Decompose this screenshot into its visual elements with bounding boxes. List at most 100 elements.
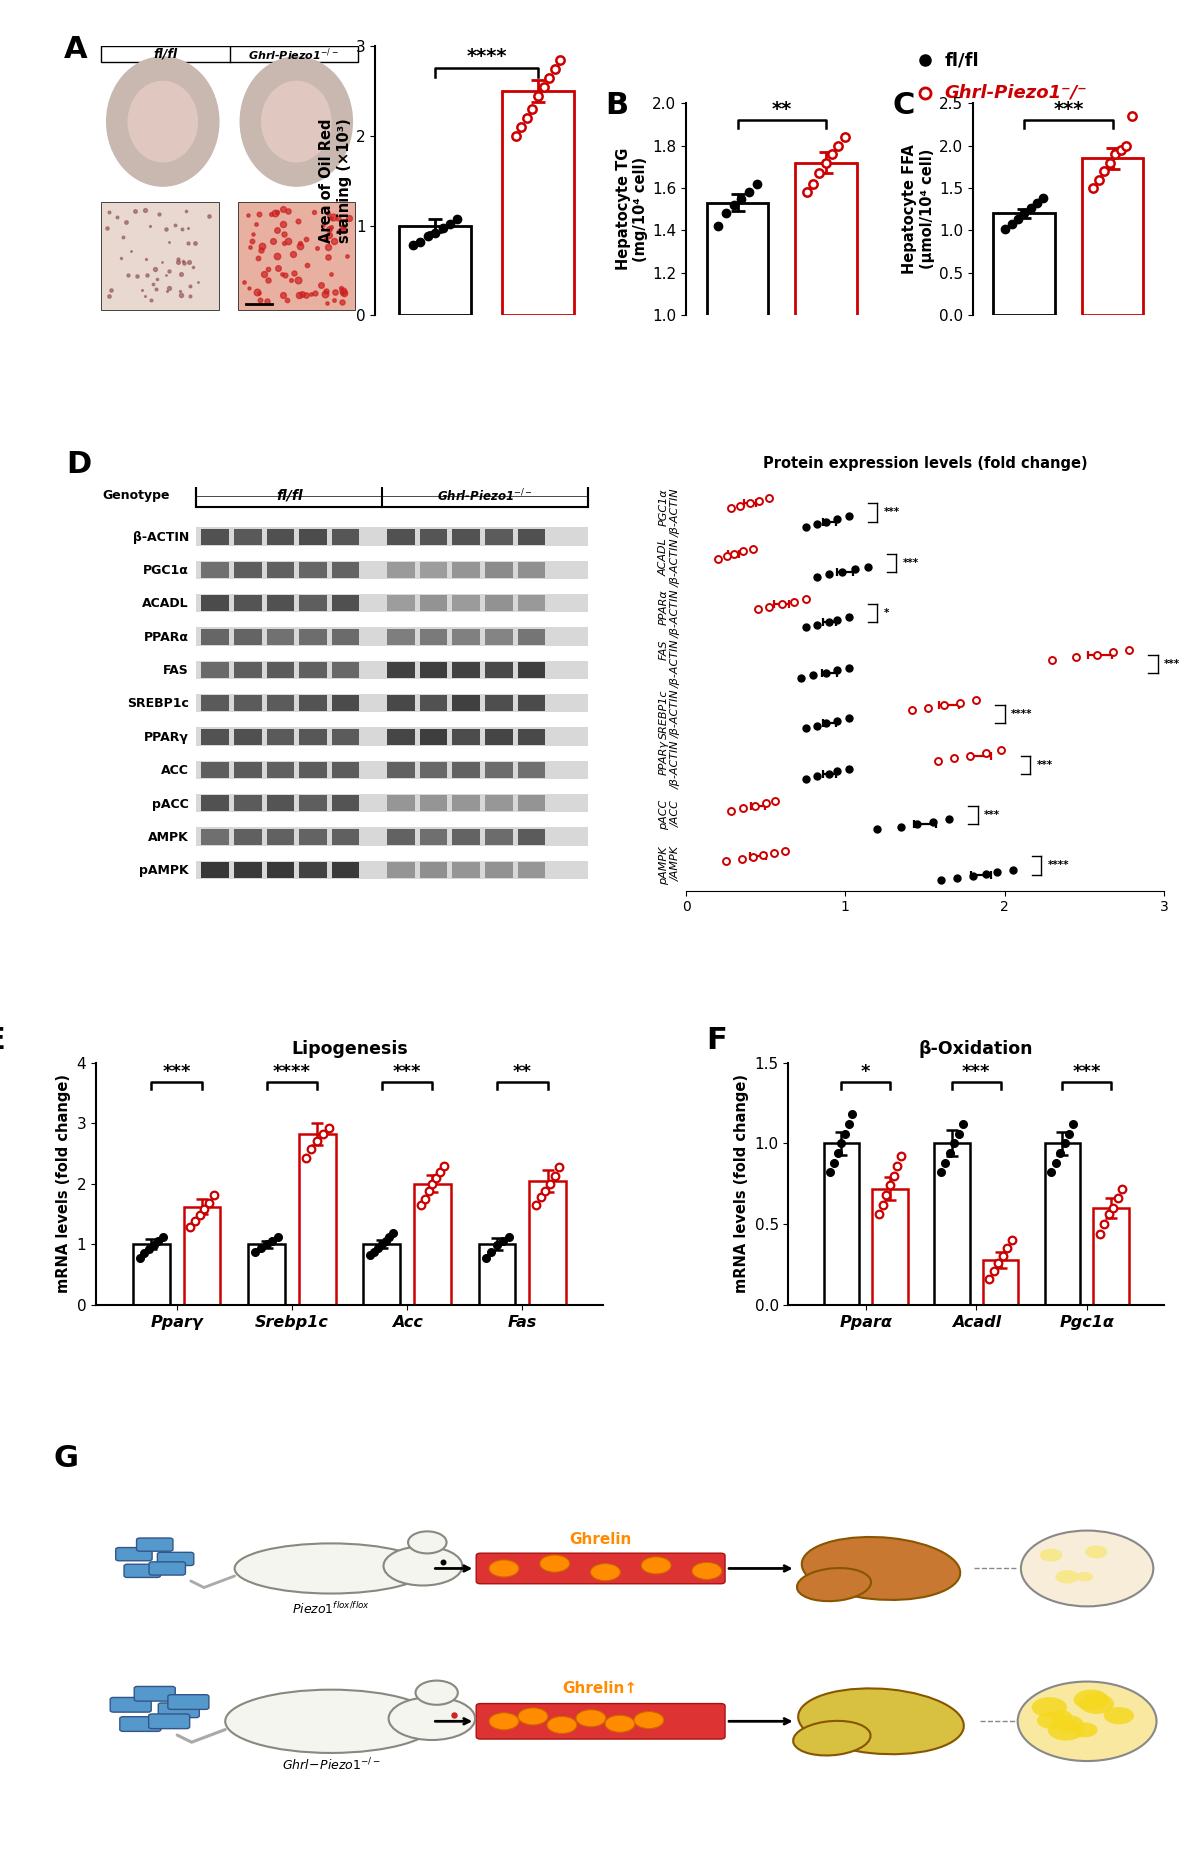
Bar: [517, 762, 545, 779]
Bar: [452, 562, 480, 577]
Bar: [332, 796, 360, 812]
Bar: [872, 1188, 907, 1304]
FancyBboxPatch shape: [149, 1713, 190, 1728]
Bar: [299, 829, 326, 845]
Circle shape: [1079, 1695, 1114, 1713]
Bar: [452, 762, 480, 779]
Bar: [388, 696, 415, 710]
Bar: [517, 729, 545, 746]
Bar: [266, 562, 294, 577]
Bar: [485, 696, 512, 710]
Bar: [202, 562, 229, 577]
Bar: [299, 629, 326, 644]
FancyBboxPatch shape: [168, 1695, 209, 1709]
Bar: [234, 529, 262, 544]
Bar: [388, 562, 415, 577]
Bar: [197, 794, 588, 812]
Bar: [299, 529, 326, 544]
Bar: [234, 729, 262, 746]
Text: PGC1α: PGC1α: [143, 564, 188, 577]
Bar: [517, 796, 545, 812]
Bar: [197, 760, 588, 779]
Circle shape: [1085, 1545, 1108, 1558]
Bar: [529, 1180, 566, 1304]
Text: ***: ***: [162, 1064, 191, 1082]
Bar: [332, 662, 360, 677]
Circle shape: [634, 1711, 664, 1728]
Bar: [266, 796, 294, 812]
Bar: [420, 696, 448, 710]
Ellipse shape: [226, 1689, 437, 1754]
FancyBboxPatch shape: [149, 1561, 186, 1574]
Text: B: B: [606, 91, 629, 120]
Circle shape: [1104, 1708, 1134, 1724]
Text: ****: ****: [1048, 860, 1069, 871]
Bar: [388, 762, 415, 779]
Bar: [388, 529, 415, 544]
FancyBboxPatch shape: [124, 1565, 161, 1578]
Bar: [452, 662, 480, 677]
Bar: [197, 561, 588, 579]
Text: Ghrl-Piezo1$^{-/-}$: Ghrl-Piezo1$^{-/-}$: [248, 46, 338, 63]
Bar: [994, 213, 1055, 314]
FancyBboxPatch shape: [137, 1537, 173, 1552]
Circle shape: [1050, 1709, 1072, 1722]
Bar: [420, 862, 448, 879]
Bar: [364, 1245, 401, 1304]
Bar: [485, 529, 512, 544]
Text: ***: ***: [902, 559, 919, 568]
Bar: [485, 662, 512, 677]
FancyBboxPatch shape: [134, 1687, 175, 1702]
Circle shape: [1021, 1530, 1153, 1606]
Bar: [266, 829, 294, 845]
Text: Ghrelin↑: Ghrelin↑: [563, 1682, 637, 1696]
Bar: [197, 827, 588, 845]
Circle shape: [1032, 1696, 1067, 1717]
Bar: [485, 829, 512, 845]
Bar: [517, 562, 545, 577]
Bar: [202, 529, 229, 544]
Text: **: **: [512, 1064, 532, 1082]
Bar: [388, 829, 415, 845]
Bar: [420, 629, 448, 644]
Bar: [332, 862, 360, 879]
Circle shape: [1054, 1715, 1084, 1732]
Text: **: **: [772, 100, 792, 118]
Bar: [452, 829, 480, 845]
Text: $Piezo1^{flox/flox}$: $Piezo1^{flox/flox}$: [292, 1600, 370, 1617]
Circle shape: [1084, 1693, 1109, 1708]
Text: SREBP1c: SREBP1c: [127, 697, 188, 710]
Text: pACC: pACC: [152, 797, 188, 810]
Bar: [452, 596, 480, 611]
Bar: [234, 696, 262, 710]
Bar: [794, 163, 857, 527]
Bar: [388, 596, 415, 611]
Bar: [452, 696, 480, 710]
Bar: [485, 596, 512, 611]
Ellipse shape: [797, 1569, 871, 1600]
Bar: [414, 1184, 451, 1304]
Ellipse shape: [235, 1543, 427, 1593]
Ellipse shape: [262, 81, 331, 163]
Bar: [202, 696, 229, 710]
FancyBboxPatch shape: [476, 1554, 725, 1584]
FancyBboxPatch shape: [115, 1548, 152, 1561]
Text: fl/fl: fl/fl: [154, 48, 178, 61]
Title: β-Oxidation: β-Oxidation: [919, 1040, 1033, 1058]
Bar: [234, 629, 262, 644]
Text: pAMPK: pAMPK: [139, 864, 188, 877]
Ellipse shape: [798, 1689, 964, 1754]
Text: ***: ***: [1054, 100, 1084, 118]
Bar: [517, 596, 545, 611]
Circle shape: [692, 1563, 722, 1580]
Y-axis label: Area of Oil Red
staining (×10³): Area of Oil Red staining (×10³): [319, 118, 352, 242]
Bar: [388, 629, 415, 644]
Bar: [332, 729, 360, 746]
Bar: [332, 829, 360, 845]
Y-axis label: Hepatocyte FFA
(µmol/10⁴ cell): Hepatocyte FFA (µmol/10⁴ cell): [902, 144, 935, 274]
Bar: [202, 662, 229, 677]
Circle shape: [408, 1532, 446, 1554]
Bar: [197, 527, 588, 546]
Bar: [452, 729, 480, 746]
Text: G: G: [53, 1445, 78, 1473]
